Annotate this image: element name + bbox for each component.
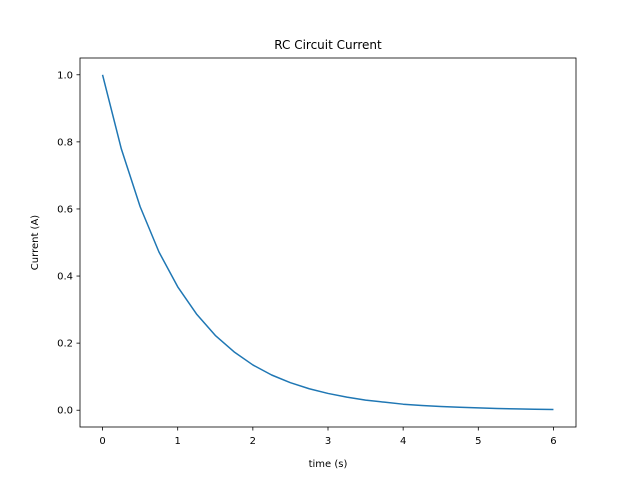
y-tick-label: 0.8 — [57, 137, 73, 148]
series-line — [101, 74, 554, 411]
x-tick-label: 0 — [99, 436, 105, 447]
x-tick-label: 5 — [475, 436, 481, 447]
chart-title: RC Circuit Current — [274, 38, 382, 52]
y-tick-label: 0.4 — [57, 272, 73, 283]
y-tick-label: 0.0 — [57, 406, 73, 417]
y-axis-label: Current (A) — [30, 215, 41, 270]
y-tick-label: 0.6 — [57, 204, 73, 215]
y-tick-label: 0.2 — [57, 339, 73, 350]
x-tick-label: 3 — [325, 436, 331, 447]
x-tick-label: 4 — [400, 436, 406, 447]
x-tick-label: 6 — [550, 436, 556, 447]
x-tick-label: 2 — [250, 436, 256, 447]
x-tick-label: 1 — [175, 436, 181, 447]
y-tick-label: 1.0 — [57, 70, 73, 81]
x-axis-label: time (s) — [309, 459, 348, 470]
